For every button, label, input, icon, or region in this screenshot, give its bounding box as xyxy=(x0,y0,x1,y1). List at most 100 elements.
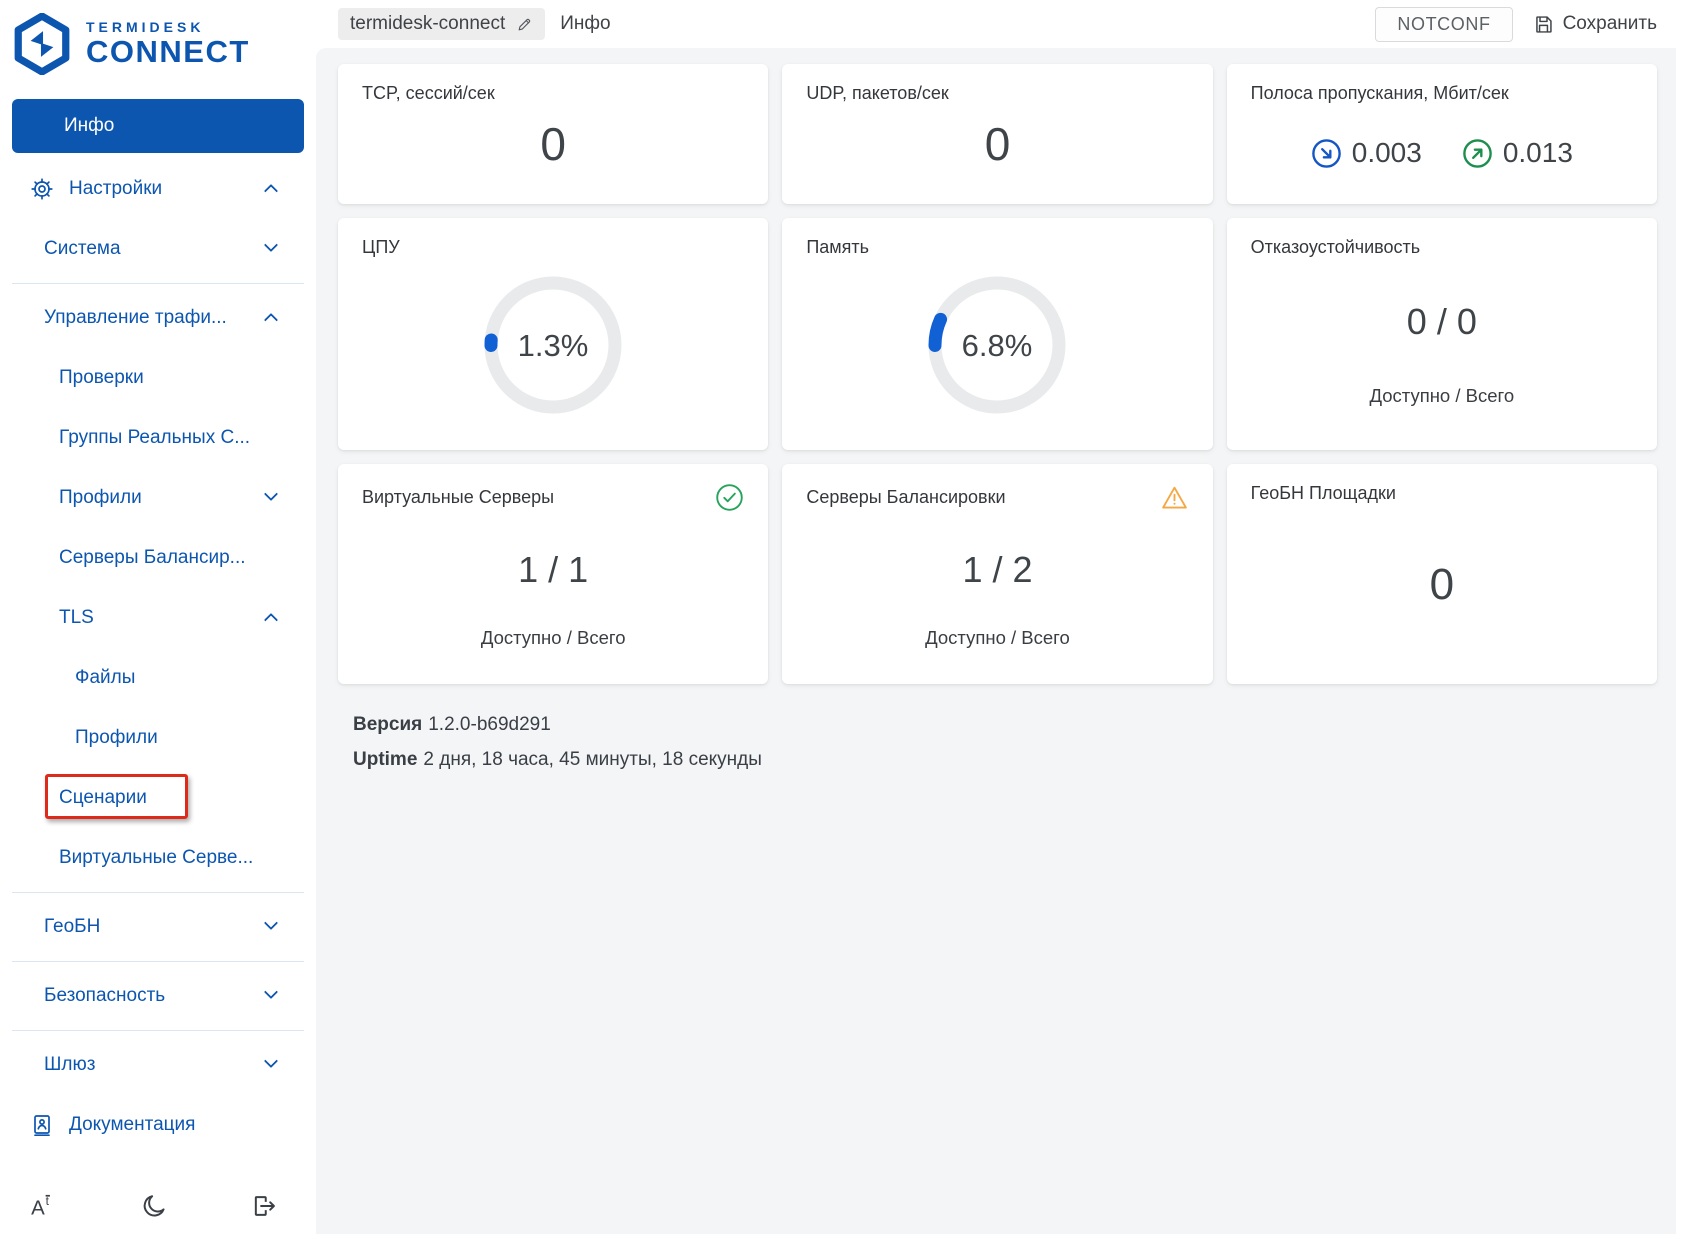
top-bar: termidesk-connect Инфо NOTCONF Сохранить xyxy=(316,0,1685,48)
sidebar-item-real-server-groups[interactable]: Группы Реальных С... xyxy=(0,408,316,468)
sidebar-item-info-active[interactable]: Инфо xyxy=(12,99,304,153)
brand-wordmark: TERMIDESK CONNECT xyxy=(86,13,250,69)
card-title: Виртуальные Серверы xyxy=(362,487,555,507)
tcp-sessions-value: 0 xyxy=(540,118,566,170)
dark-mode-moon-icon[interactable] xyxy=(140,1192,168,1220)
sidebar-item-label: TLS xyxy=(59,607,94,628)
svg-text:t: t xyxy=(46,1194,50,1208)
book-icon xyxy=(30,1113,54,1137)
card-cpu: ЦПУ 1.3% xyxy=(338,218,769,450)
notconf-status-badge[interactable]: NOTCONF xyxy=(1375,6,1513,42)
sidebar-item-label: Шлюз xyxy=(44,1054,96,1075)
version-line: Версия 1.2.0-b69d291 xyxy=(353,714,1676,736)
virtual-servers-caption: Доступно / Всего xyxy=(480,627,626,648)
card-memory: Память 6.8% xyxy=(782,218,1213,450)
card-udp-packets: UDP, пакетов/сек 0 xyxy=(782,64,1213,204)
sidebar-item-label: Управление трафи... xyxy=(44,307,227,328)
sidebar-item-gateway[interactable]: Шлюз xyxy=(0,1035,316,1095)
save-button[interactable]: Сохранить xyxy=(1533,13,1657,35)
card-title: TCP, сессий/сек xyxy=(362,83,495,103)
sidebar-item-label: Настройки xyxy=(69,178,163,199)
card-title: UDP, пакетов/сек xyxy=(806,83,949,103)
chevron-down-icon xyxy=(265,919,277,931)
sidebar-footer: A t xyxy=(0,1192,316,1220)
sidebar-item-geobn[interactable]: ГеоБН xyxy=(0,897,316,957)
version-label: Версия xyxy=(353,714,423,735)
sidebar-item-tls-files[interactable]: Файлы xyxy=(0,648,316,708)
card-title: Отказоустойчивость xyxy=(1250,237,1421,257)
chevron-up-icon xyxy=(265,181,277,193)
memory-gauge: 6.8% xyxy=(921,269,1073,421)
sidebar-item-label: Профили xyxy=(59,487,142,508)
balancer-servers-value: 1 / 2 xyxy=(962,548,1033,590)
virtual-servers-value: 1 / 1 xyxy=(518,548,589,590)
sidebar-item-settings[interactable]: Настройки xyxy=(0,159,316,219)
save-label: Сохранить xyxy=(1562,13,1657,34)
sidebar-item-tls-profiles[interactable]: Профили xyxy=(0,708,316,768)
gear-icon xyxy=(30,177,54,201)
sidebar-item-checks[interactable]: Проверки xyxy=(0,348,316,408)
card-title: Серверы Балансировки xyxy=(806,487,1006,507)
card-title: ГеоБН Площадки xyxy=(1250,483,1396,503)
hostname-chip[interactable]: termidesk-connect xyxy=(338,8,546,40)
arrow-up-right-circle-icon xyxy=(1463,138,1492,168)
brand-top-text: TERMIDESK xyxy=(86,19,205,35)
sidebar-item-tls-scenarios[interactable]: Сценарии xyxy=(0,768,316,828)
sidebar-item-tls[interactable]: TLS xyxy=(0,588,316,648)
sidebar-divider xyxy=(12,892,304,893)
chevron-up-icon xyxy=(265,610,277,622)
sidebar-item-label: Безопасность xyxy=(44,985,166,1006)
termidesk-hexagon-logo-icon xyxy=(14,13,70,75)
sidebar-menu: Настройки Система Управление трафи... Прове… xyxy=(0,159,316,1155)
sidebar-item-label: Система xyxy=(44,238,121,259)
language-icon[interactable]: A t xyxy=(30,1192,58,1220)
sidebar-item-virtual-servers[interactable]: Виртуальные Серве... xyxy=(0,828,316,888)
sidebar-item-label: ГеоБН xyxy=(44,916,101,937)
card-failover: Отказоустойчивость 0 / 0 Доступно / Всег… xyxy=(1226,218,1657,450)
bandwidth-outgoing: 0.013 xyxy=(1462,137,1573,169)
page-title: Инфо xyxy=(560,13,611,34)
card-geo-sites: ГеоБН Площадки 0 xyxy=(1226,464,1657,684)
card-title: Полоса пропускания, Мбит/сек xyxy=(1250,83,1509,103)
sidebar-item-balancer-servers[interactable]: Серверы Балансир... xyxy=(0,528,316,588)
bandwidth-incoming: 0.003 xyxy=(1311,137,1422,169)
system-meta: Версия 1.2.0-b69d291 Uptime 2 дня, 18 часа… xyxy=(316,684,1676,771)
sidebar-item-label: Документация xyxy=(69,1114,196,1135)
sidebar-item-label: Сценарии xyxy=(59,787,147,808)
sidebar-divider xyxy=(12,283,304,284)
card-virtual-servers: Виртуальные Серверы 1 / 1 Доступно / Все… xyxy=(338,464,769,684)
sidebar-item-label: Группы Реальных С... xyxy=(59,427,251,448)
dashboard-grid: TCP, сессий/сек 0 UDP, пакетов/сек 0 Пол… xyxy=(316,48,1676,684)
brand-logo: TERMIDESK CONNECT xyxy=(0,0,316,75)
uptime-label: Uptime xyxy=(353,749,418,770)
bandwidth-values: 0.003 0.013 xyxy=(1311,137,1573,169)
sidebar-item-security[interactable]: Безопасность xyxy=(0,966,316,1026)
sidebar-item-label: Проверки xyxy=(59,367,144,388)
sidebar-item-traffic-management[interactable]: Управление трафи... xyxy=(0,288,316,348)
chevron-down-icon xyxy=(265,241,277,253)
balancer-servers-caption: Доступно / Всего xyxy=(925,627,1070,648)
sidebar-item-documentation[interactable]: Документация xyxy=(0,1095,316,1155)
sidebar-item-label: Профили xyxy=(75,727,158,748)
save-floppy-icon xyxy=(1535,15,1552,33)
edit-pencil-icon[interactable] xyxy=(516,16,533,33)
sidebar-item-label: Виртуальные Серве... xyxy=(59,847,254,868)
brand-bottom-text: CONNECT xyxy=(86,34,250,69)
sidebar-item-system[interactable]: Система xyxy=(0,219,316,279)
card-title: ЦПУ xyxy=(362,237,400,257)
sidebar-divider xyxy=(12,1030,304,1031)
hostname-text: termidesk-connect xyxy=(350,13,506,34)
geo-sites-value: 0 xyxy=(1429,559,1455,609)
card-balancer-servers: Серверы Балансировки 1 / 2 Доступно / Вс… xyxy=(782,464,1213,684)
sidebar-item-label: Серверы Балансир... xyxy=(59,547,246,568)
logout-icon[interactable] xyxy=(250,1192,278,1220)
chevron-up-icon xyxy=(265,310,277,322)
svg-text:A: A xyxy=(31,1197,45,1220)
udp-packets-value: 0 xyxy=(984,118,1011,170)
arrow-down-right-circle-icon xyxy=(1311,138,1341,168)
cpu-gauge: 1.3% xyxy=(477,269,629,421)
bandwidth-in-value: 0.003 xyxy=(1351,137,1422,168)
sidebar-item-profiles[interactable]: Профили xyxy=(0,468,316,528)
uptime-line: Uptime 2 дня, 18 часа, 45 минуты, 18 секу… xyxy=(353,749,1676,771)
